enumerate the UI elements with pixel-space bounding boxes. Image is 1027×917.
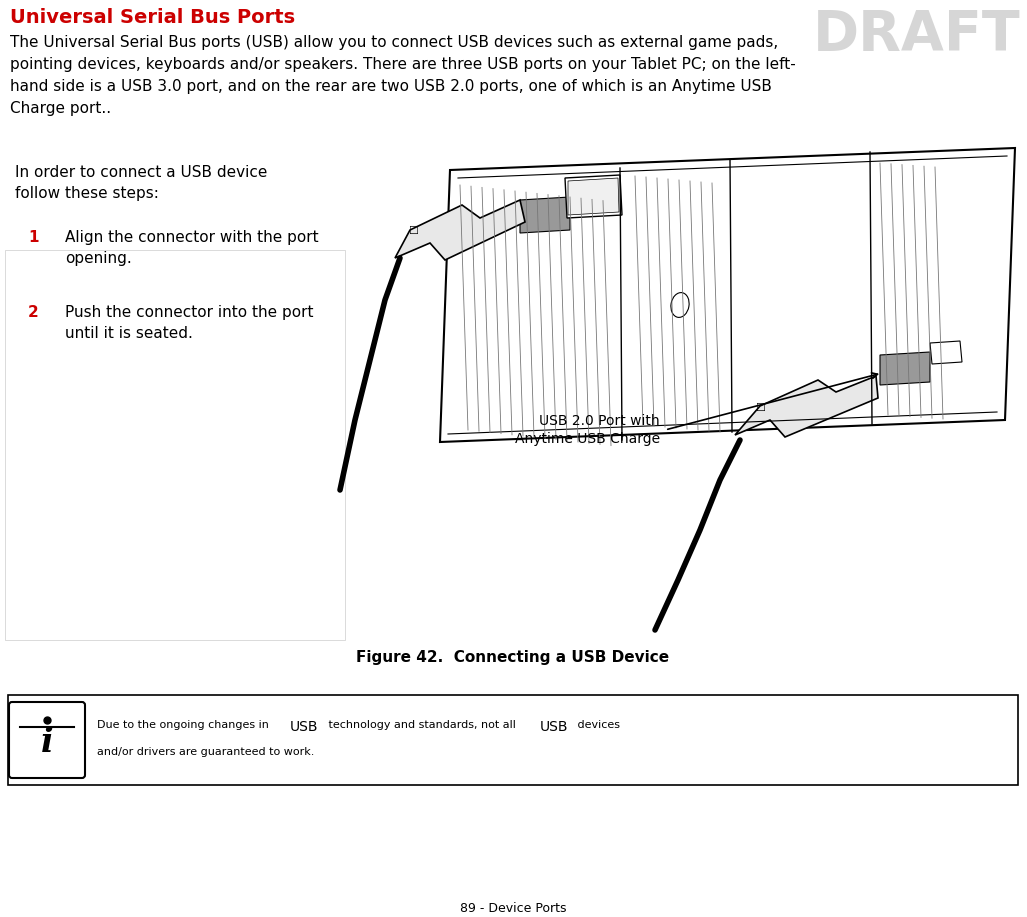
Text: technology and standards, not all: technology and standards, not all — [325, 720, 520, 730]
Text: Universal Serial Bus Ports: Universal Serial Bus Ports — [10, 8, 295, 27]
Text: i: i — [41, 726, 53, 759]
Text: hand side is a USB 3.0 port, and on the rear are two USB 2.0 ports, one of which: hand side is a USB 3.0 port, and on the … — [10, 79, 772, 94]
Polygon shape — [440, 148, 1015, 442]
Polygon shape — [568, 178, 619, 215]
Text: devices: devices — [574, 720, 620, 730]
Polygon shape — [520, 197, 570, 233]
Text: Figure 42.  Connecting a USB Device: Figure 42. Connecting a USB Device — [356, 650, 670, 665]
Text: Due to the ongoing changes in: Due to the ongoing changes in — [97, 720, 272, 730]
Text: pointing devices, keyboards and/or speakers. There are three USB ports on your T: pointing devices, keyboards and/or speak… — [10, 57, 796, 72]
Text: USB: USB — [540, 720, 569, 734]
Text: The Universal Serial Bus ports (USB) allow you to connect USB devices such as ex: The Universal Serial Bus ports (USB) all… — [10, 35, 778, 50]
Polygon shape — [880, 352, 930, 385]
Text: DRAFT: DRAFT — [812, 8, 1020, 62]
Text: Align the connector with the port
opening.: Align the connector with the port openin… — [65, 230, 318, 266]
Polygon shape — [565, 175, 622, 218]
Polygon shape — [930, 341, 962, 364]
Text: USB 2.0 Port with
Anytime USB Charge: USB 2.0 Port with Anytime USB Charge — [515, 414, 660, 447]
Text: 89 - Device Ports: 89 - Device Ports — [460, 902, 566, 915]
Text: and/or drivers are guaranteed to work.: and/or drivers are guaranteed to work. — [97, 747, 314, 757]
Polygon shape — [735, 376, 878, 437]
Polygon shape — [395, 200, 525, 260]
FancyBboxPatch shape — [9, 702, 85, 778]
Text: 1: 1 — [28, 230, 38, 245]
Text: 2: 2 — [28, 305, 39, 320]
Text: Charge port..: Charge port.. — [10, 101, 111, 116]
Text: ☐: ☐ — [408, 226, 418, 236]
Text: In order to connect a USB device
follow these steps:: In order to connect a USB device follow … — [15, 165, 267, 201]
Text: Push the connector into the port
until it is seated.: Push the connector into the port until i… — [65, 305, 313, 341]
Text: ☐: ☐ — [755, 403, 765, 413]
Text: USB: USB — [290, 720, 318, 734]
Ellipse shape — [671, 293, 689, 317]
FancyBboxPatch shape — [8, 695, 1018, 785]
FancyBboxPatch shape — [5, 250, 345, 640]
